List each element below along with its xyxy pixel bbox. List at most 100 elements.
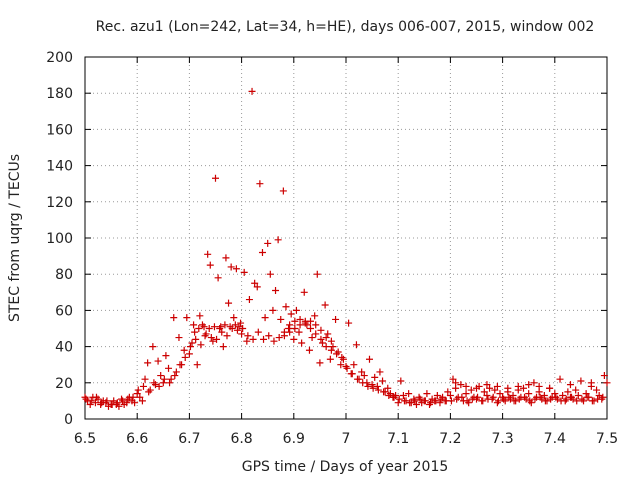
data-point: [115, 402, 123, 410]
data-point: [260, 335, 268, 343]
data-point: [494, 397, 502, 405]
data-point: [583, 393, 591, 401]
data-point: [350, 361, 358, 369]
data-point: [291, 325, 299, 332]
data-point: [119, 397, 127, 405]
data-point: [559, 391, 567, 399]
data-point: [385, 391, 393, 399]
y-tick-label: 140: [46, 159, 73, 175]
data-point: [365, 355, 373, 363]
data-point: [519, 384, 527, 392]
data-point: [566, 381, 574, 389]
data-point: [243, 337, 251, 345]
data-point: [595, 391, 603, 399]
data-point: [338, 353, 346, 361]
data-point: [290, 335, 298, 343]
data-point: [206, 261, 214, 269]
data-point: [231, 321, 239, 329]
data-point: [479, 397, 487, 405]
data-point: [462, 390, 470, 398]
data-point: [406, 399, 414, 407]
data-point: [219, 343, 227, 351]
data-point: [399, 391, 407, 399]
data-point: [489, 393, 497, 401]
data-point: [191, 328, 199, 336]
data-point: [301, 319, 309, 327]
data-point: [327, 337, 335, 345]
data-point: [160, 375, 168, 383]
data-point: [249, 335, 257, 343]
data-point: [176, 361, 184, 369]
data-point: [225, 299, 233, 307]
plot-frame: [84, 56, 608, 420]
data-point: [504, 384, 512, 392]
data-point: [574, 391, 582, 399]
data-point: [536, 393, 544, 401]
data-point: [452, 379, 460, 387]
data-point: [266, 270, 274, 278]
data-point: [551, 390, 559, 398]
data-point: [360, 372, 368, 380]
data-point: [82, 395, 90, 403]
data-point: [165, 364, 173, 372]
data-point: [433, 391, 441, 399]
data-point: [535, 382, 543, 390]
data-point: [212, 174, 219, 182]
data-points: [81, 87, 611, 410]
data-point: [282, 303, 290, 311]
data-point: [275, 334, 283, 342]
data-point: [131, 399, 139, 407]
data-point: [103, 397, 111, 405]
y-tick-label: 180: [46, 86, 73, 102]
data-point: [197, 341, 205, 349]
axis-ticks: 6.5 6.6 6.7 6.8 6.9 7 7.1 7.2 7.3 7.4 7.5 0 20 40 60 80…: [46, 50, 618, 447]
data-point: [515, 395, 523, 403]
data-point: [146, 386, 154, 394]
data-point: [397, 377, 405, 385]
data-point: [557, 397, 565, 405]
data-point: [150, 379, 158, 387]
data-point: [352, 341, 360, 349]
data-point: [588, 397, 596, 405]
data-point: [151, 381, 159, 389]
data-point: [186, 343, 194, 351]
data-point: [525, 381, 533, 389]
data-point: [214, 274, 222, 282]
data-point: [183, 314, 191, 322]
data-point: [484, 395, 492, 403]
data-point: [108, 401, 116, 409]
data-point: [473, 384, 480, 392]
data-point: [170, 314, 178, 322]
data-point: [334, 348, 342, 356]
data-point: [248, 87, 256, 95]
data-point: [376, 368, 384, 376]
data-point: [447, 397, 455, 405]
data-point: [416, 395, 424, 403]
data-point: [222, 254, 230, 262]
data-point: [421, 397, 429, 405]
data-point: [458, 393, 466, 401]
data-point: [353, 375, 361, 383]
data-point: [124, 395, 132, 403]
data-point: [240, 268, 248, 276]
data-point: [166, 379, 174, 387]
data-point: [541, 397, 549, 405]
data-point: [486, 384, 494, 392]
data-point: [412, 401, 420, 409]
data-point: [287, 310, 295, 318]
data-point: [134, 386, 142, 394]
data-point: [593, 386, 601, 394]
data-point: [192, 335, 200, 343]
x-tick-label: 6.7: [178, 431, 200, 447]
data-point: [474, 393, 482, 401]
data-point: [226, 323, 234, 331]
data-point: [437, 395, 445, 403]
data-point: [546, 384, 554, 392]
data-point: [514, 382, 522, 390]
data-point: [138, 397, 146, 405]
data-point: [280, 328, 288, 336]
data-point: [359, 379, 367, 387]
data-point: [244, 332, 252, 340]
data-point: [298, 339, 306, 347]
data-point: [171, 372, 179, 380]
